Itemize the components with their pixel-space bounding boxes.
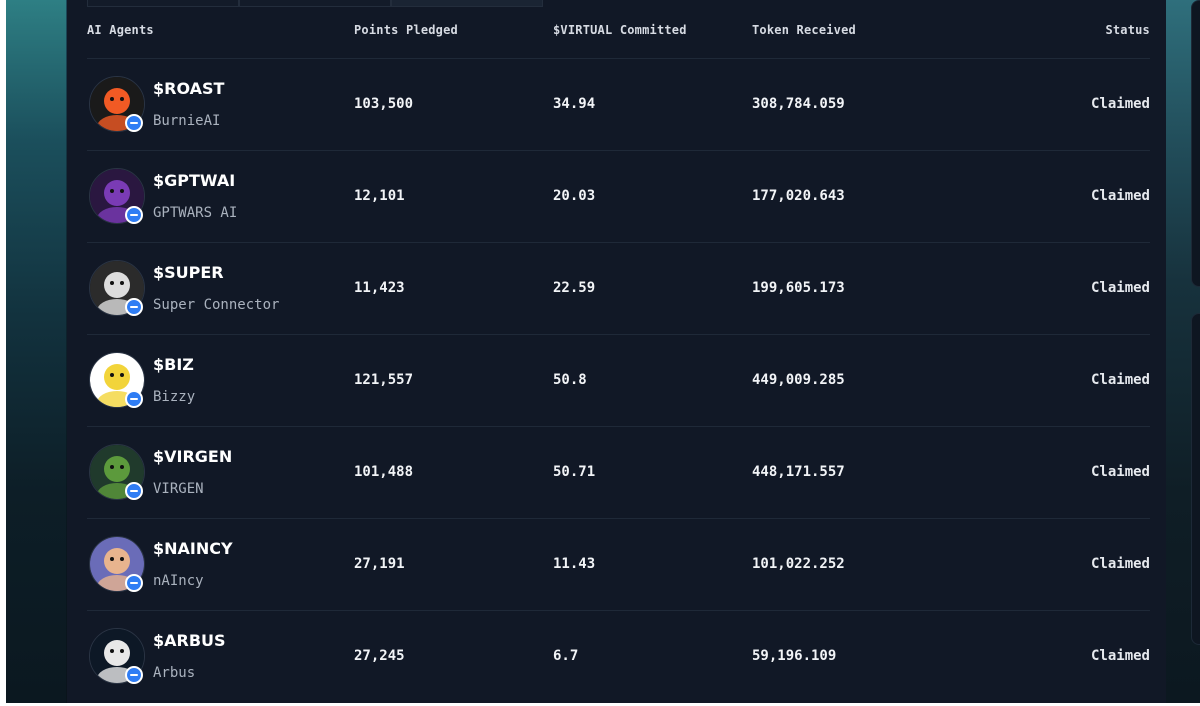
points-pledged-value: 27,245	[354, 648, 405, 664]
tab-1[interactable]	[87, 0, 239, 7]
status-badge: Claimed	[1090, 372, 1150, 388]
agent-ticker[interactable]: $VIRGEN	[153, 447, 233, 466]
header-token-received: Token Received	[752, 23, 856, 37]
points-pledged-value: 101,488	[354, 464, 414, 480]
header-status: Status	[1105, 23, 1150, 37]
table-row[interactable]: $GPTWAI GPTWARS AI 12,101 20.03 177,020.…	[87, 150, 1150, 242]
virtual-committed-value: 6.7	[553, 648, 579, 664]
agent-ticker[interactable]: $ROAST	[153, 79, 225, 98]
agent-name: BurnieAI	[153, 113, 221, 129]
agent-ticker[interactable]: $SUPER	[153, 263, 224, 282]
virtual-verified-icon	[125, 574, 143, 592]
agent-avatar-image	[90, 261, 144, 315]
virtual-committed-value: 11.43	[553, 556, 596, 572]
status-badge: Claimed	[1090, 188, 1150, 204]
virtual-committed-value: 34.94	[553, 96, 596, 112]
agent-name: VIRGEN	[153, 481, 204, 497]
token-received-value: 308,784.059	[752, 96, 845, 112]
virtual-committed-value: 50.8	[553, 372, 587, 388]
virtual-verified-icon	[125, 206, 143, 224]
token-received-value: 59,196.109	[752, 648, 837, 664]
virtual-verified-icon	[125, 298, 143, 316]
agent-ticker[interactable]: $ARBUS	[153, 631, 226, 650]
table-row[interactable]: $BIZ Bizzy 121,557 50.8 449,009.285 Clai…	[87, 334, 1150, 426]
side-card-top	[1191, 0, 1200, 287]
table-header: AI Agents Points Pledged $VIRTUAL Commit…	[67, 23, 1166, 43]
side-card-bottom	[1191, 313, 1200, 645]
table-row[interactable]: $ARBUS Arbus 27,245 6.7 59,196.109 Claim…	[87, 610, 1150, 702]
status-badge: Claimed	[1090, 96, 1150, 112]
status-badge: Claimed	[1090, 556, 1150, 572]
status-badge: Claimed	[1090, 648, 1150, 664]
token-received-value: 448,171.557	[752, 464, 845, 480]
virtual-committed-value: 20.03	[553, 188, 596, 204]
agent-name: Super Connector	[153, 297, 280, 313]
header-ai-agents: AI Agents	[87, 23, 154, 37]
virtual-verified-icon	[125, 390, 143, 408]
background-aurora-left	[6, 0, 66, 703]
virtual-committed-value: 50.71	[553, 464, 596, 480]
points-pledged-value: 27,191	[354, 556, 405, 572]
agent-name: GPTWARS AI	[153, 205, 238, 221]
points-pledged-value: 12,101	[354, 188, 405, 204]
app-frame: AI Agents Points Pledged $VIRTUAL Commit…	[6, 0, 1200, 703]
virtual-verified-icon	[125, 666, 143, 684]
tab-3[interactable]	[391, 0, 543, 7]
virtual-committed-value: 22.59	[553, 280, 596, 296]
agent-name: Bizzy	[153, 389, 196, 405]
points-pledged-value: 103,500	[354, 96, 414, 112]
points-pledged-value: 11,423	[354, 280, 405, 296]
table-row[interactable]: $ROAST BurnieAI 103,500 34.94 308,784.05…	[87, 58, 1150, 150]
table-row[interactable]: $NAINCY nAIncy 27,191 11.43 101,022.252 …	[87, 518, 1150, 610]
table-row[interactable]: $SUPER Super Connector 11,423 22.59 199,…	[87, 242, 1150, 334]
table-body: $ROAST BurnieAI 103,500 34.94 308,784.05…	[87, 58, 1150, 702]
token-received-value: 199,605.173	[752, 280, 845, 296]
table-row[interactable]: $VIRGEN VIRGEN 101,488 50.71 448,171.557…	[87, 426, 1150, 518]
agent-ticker[interactable]: $NAINCY	[153, 539, 233, 558]
tab-2[interactable]	[239, 0, 391, 7]
token-received-value: 101,022.252	[752, 556, 845, 572]
virtual-verified-icon	[125, 482, 143, 500]
status-badge: Claimed	[1090, 280, 1150, 296]
agent-ticker[interactable]: $BIZ	[153, 355, 194, 374]
agents-table-panel: AI Agents Points Pledged $VIRTUAL Commit…	[67, 0, 1166, 703]
status-badge: Claimed	[1090, 464, 1150, 480]
token-received-value: 177,020.643	[752, 188, 845, 204]
tab-strip	[87, 0, 543, 7]
token-received-value: 449,009.285	[752, 372, 845, 388]
header-points-pledged: Points Pledged	[354, 23, 458, 37]
points-pledged-value: 121,557	[354, 372, 414, 388]
agent-avatar[interactable]	[89, 260, 145, 316]
agent-name: Arbus	[153, 665, 196, 681]
virtual-verified-icon	[125, 114, 143, 132]
header-virtual-committed: $VIRTUAL Committed	[553, 23, 687, 37]
agent-name: nAIncy	[153, 573, 204, 589]
agent-ticker[interactable]: $GPTWAI	[153, 171, 236, 190]
